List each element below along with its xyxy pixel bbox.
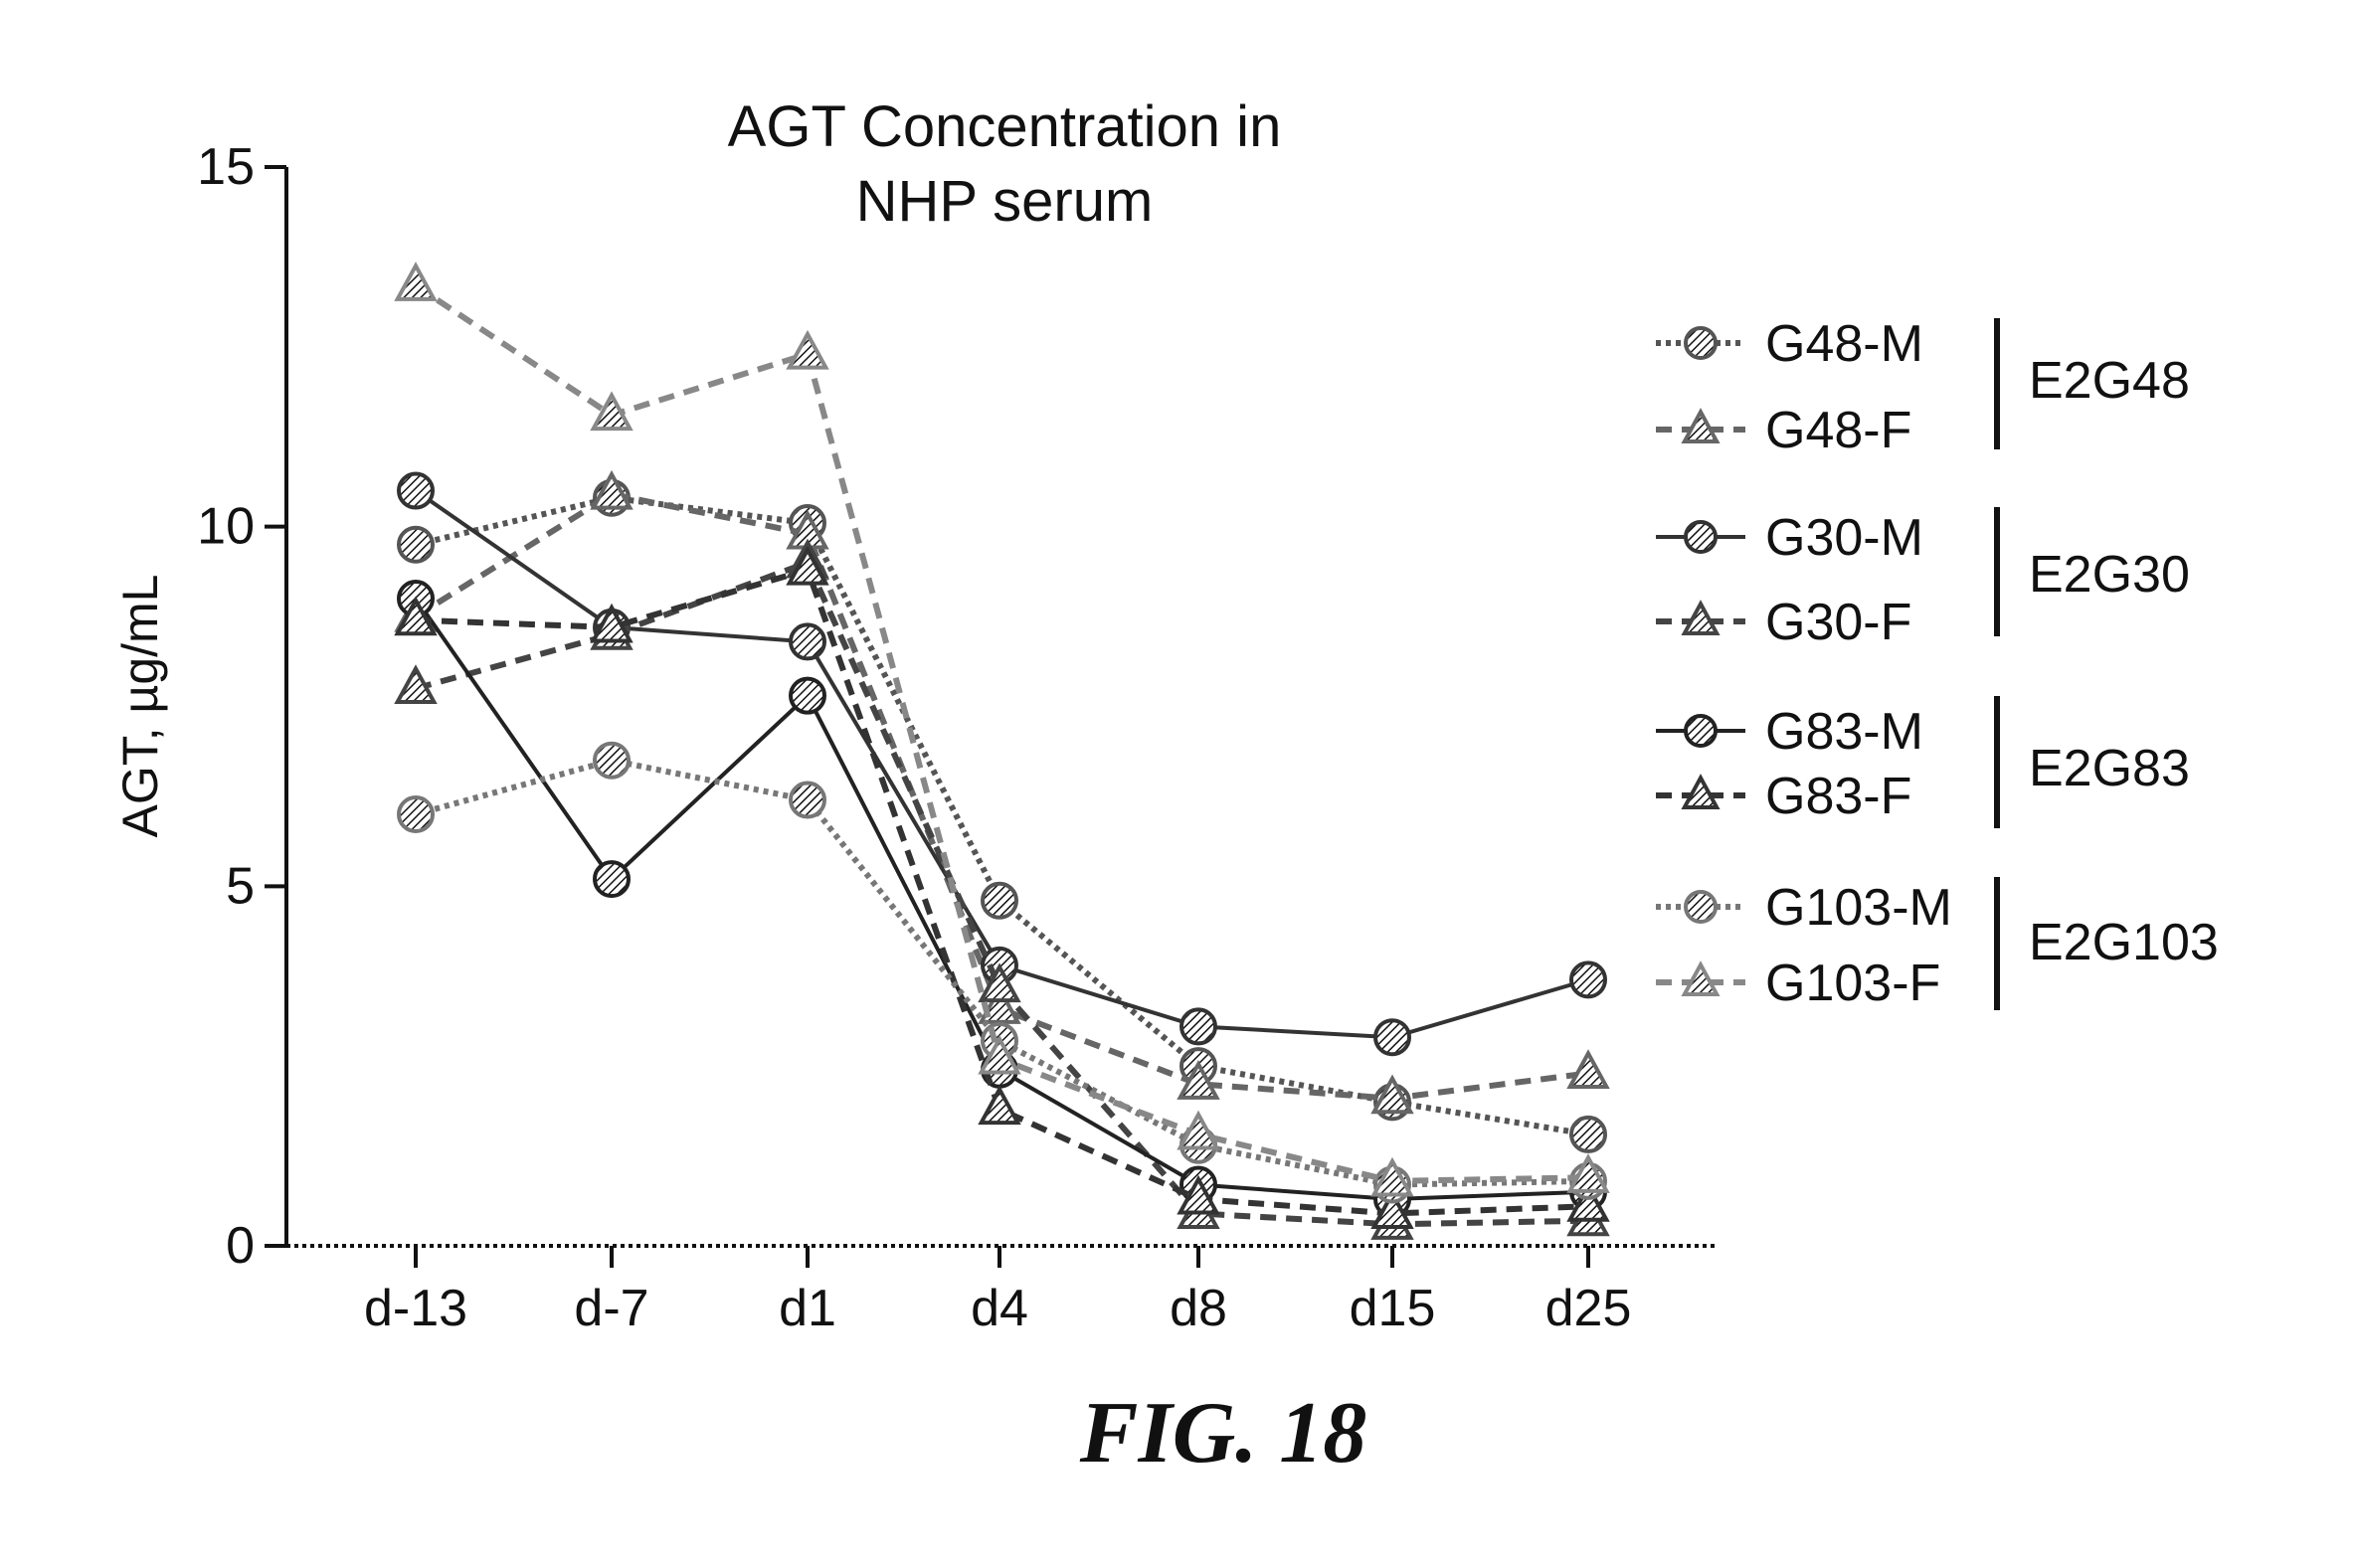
data-point xyxy=(595,744,629,778)
data-point xyxy=(595,862,629,896)
legend-label: G30-F xyxy=(1765,594,1911,651)
data-point xyxy=(791,679,824,713)
legend-marker xyxy=(1686,328,1716,358)
chart-title-line-2: NHP serum xyxy=(856,169,1154,234)
x-tick-label: d-7 xyxy=(574,1280,648,1337)
legend-marker xyxy=(1686,716,1716,746)
data-point xyxy=(399,474,433,508)
legend-label: G30-M xyxy=(1765,509,1923,567)
x-tick-label: d4 xyxy=(971,1280,1028,1337)
data-point xyxy=(1571,1118,1605,1151)
data-point xyxy=(791,784,824,817)
legend-group-label: E2G48 xyxy=(2029,352,2190,410)
legend-label: G103-M xyxy=(1765,879,1952,937)
y-axis-label: AGT, µg/mL xyxy=(112,575,168,838)
y-tick-label: 0 xyxy=(226,1217,255,1275)
x-tick-label: d15 xyxy=(1350,1280,1436,1337)
data-point xyxy=(982,1090,1018,1124)
chart-title-line-1: AGT Concentration in xyxy=(728,94,1282,159)
y-tick-label: 10 xyxy=(197,498,255,556)
data-point xyxy=(399,797,433,831)
legend-label: G83-M xyxy=(1765,703,1923,761)
data-point xyxy=(791,624,824,658)
legend-label: G103-F xyxy=(1765,955,1940,1012)
y-tick-label: 15 xyxy=(197,138,255,196)
legend-group-label: E2G103 xyxy=(2029,914,2219,971)
data-point xyxy=(1571,962,1605,996)
x-tick-label: d1 xyxy=(779,1280,836,1337)
series-G103-F xyxy=(398,265,1607,1194)
legend-group-label: E2G30 xyxy=(2029,546,2190,604)
data-point xyxy=(790,334,826,368)
legend-label: G83-F xyxy=(1765,768,1911,825)
data-point xyxy=(983,884,1016,918)
data-point xyxy=(1180,1115,1217,1148)
data-point xyxy=(398,265,435,299)
y-tick-label: 5 xyxy=(226,857,255,915)
axes: 0 5 10 15 d-13 d-7 d1 d4 d8 d15 d25 xyxy=(197,138,1719,1337)
legend-marker xyxy=(1686,892,1716,922)
data-point xyxy=(399,528,433,562)
data-point xyxy=(1181,1009,1215,1043)
x-tick-label: d8 xyxy=(1170,1280,1227,1337)
legend: G48-M G48-F G30-M G30-F G83-M G83-F G103-M G103… xyxy=(1656,315,2219,1012)
data-point xyxy=(1375,1020,1409,1054)
series-layer xyxy=(398,265,1607,1238)
series-G48-F xyxy=(398,474,1607,1112)
x-tick-label: d-13 xyxy=(364,1280,467,1337)
x-tick-label: d25 xyxy=(1545,1280,1632,1337)
legend-marker xyxy=(1686,522,1716,552)
legend-group-label: E2G83 xyxy=(2029,740,2190,797)
data-point xyxy=(1570,1053,1607,1087)
legend-label: G48-F xyxy=(1765,402,1911,459)
figure-caption: FIG. 18 xyxy=(1079,1385,1367,1481)
chart-title: AGT Concentration in NHP serum xyxy=(728,94,1282,234)
legend-label: G48-M xyxy=(1765,315,1923,373)
series-G30-M xyxy=(399,474,1605,1055)
